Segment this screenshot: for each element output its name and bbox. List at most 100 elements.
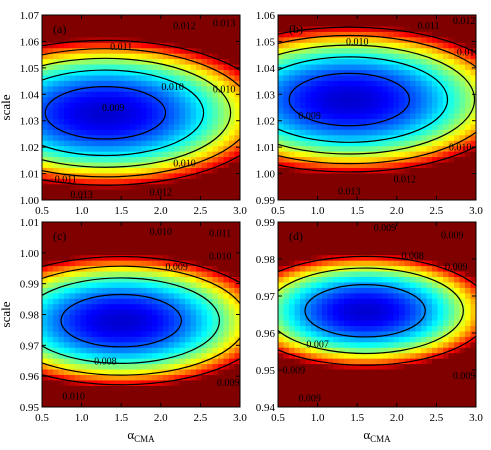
heatmap-cell <box>196 347 203 354</box>
heatmap-cell <box>300 183 307 190</box>
heatmap-cell <box>322 31 329 38</box>
heatmap-cell <box>344 232 351 239</box>
heatmap-cell <box>333 63 340 71</box>
heatmap-cell <box>344 53 351 60</box>
heatmap-cell <box>426 303 433 310</box>
heatmap-cell <box>212 379 219 386</box>
heatmap-cell <box>201 134 208 141</box>
heatmap-cell <box>377 123 384 130</box>
heatmap-cell <box>316 36 323 43</box>
heatmap-cell <box>146 358 153 365</box>
heatmap-cell <box>218 145 225 152</box>
heatmap-cell <box>91 102 98 109</box>
heatmap-cell <box>119 243 126 250</box>
heatmap-cell <box>113 167 120 174</box>
heatmap-cell <box>432 42 439 49</box>
heatmap-cell <box>399 31 406 38</box>
heatmap-cell <box>327 265 334 272</box>
heatmap-cell <box>311 249 318 256</box>
heatmap-cell <box>141 287 148 294</box>
heatmap-cell <box>393 379 400 386</box>
heatmap-cell <box>86 227 93 234</box>
heatmap-cell <box>459 107 466 114</box>
heatmap-cell <box>316 319 323 326</box>
heatmap-cell <box>388 96 395 103</box>
heatmap-cell <box>421 189 428 196</box>
heatmap-cell <box>371 58 378 65</box>
heatmap-cell <box>454 36 461 43</box>
heatmap-cell <box>53 161 60 168</box>
heatmap-cell <box>294 347 301 354</box>
heatmap-cell <box>190 194 197 200</box>
heatmap-cell <box>393 265 400 272</box>
heatmap-cell <box>119 183 126 190</box>
heatmap-cell <box>163 140 170 147</box>
heatmap-cell <box>146 69 153 76</box>
heatmap-cell <box>305 123 312 130</box>
heatmap-cell <box>69 91 76 98</box>
heatmap-cell <box>97 303 104 310</box>
heatmap-cell <box>327 396 334 403</box>
heatmap-cell <box>300 232 307 239</box>
heatmap-cell <box>201 15 208 22</box>
heatmap-cell <box>229 238 236 245</box>
heatmap-cell <box>234 336 240 343</box>
heatmap-cell <box>168 292 175 299</box>
heatmap-cell <box>108 325 115 332</box>
heatmap-cell <box>146 336 153 343</box>
heatmap-cell <box>223 134 230 141</box>
contour-line <box>42 69 205 157</box>
heatmap-cell <box>190 53 197 60</box>
heatmap-cell <box>108 243 115 250</box>
heatmap-cell <box>415 69 422 76</box>
heatmap-cell <box>86 238 93 245</box>
heatmap-cell <box>311 178 318 185</box>
heatmap-cell <box>382 222 389 229</box>
heatmap-cell <box>163 270 170 278</box>
heatmap-cell <box>316 309 323 316</box>
heatmap-cell <box>157 232 164 239</box>
heatmap-cell <box>135 20 142 27</box>
heatmap-cell <box>64 368 71 375</box>
heatmap-cell <box>58 243 65 250</box>
heatmap-cell <box>157 80 164 87</box>
heatmap-cell <box>64 254 71 261</box>
heatmap-cell <box>124 243 131 250</box>
heatmap-cell <box>382 145 389 152</box>
heatmap-cell <box>47 287 54 294</box>
heatmap-cell <box>196 260 203 267</box>
heatmap-cell <box>322 330 329 337</box>
heatmap-cell <box>371 325 378 332</box>
heatmap-cell <box>388 74 395 81</box>
heatmap-cell <box>119 151 126 158</box>
heatmap-cell <box>300 254 307 261</box>
heatmap-cell <box>338 189 345 196</box>
heatmap-cell <box>86 352 93 359</box>
heatmap-cell <box>146 309 153 316</box>
heatmap-cell <box>102 260 109 267</box>
heatmap-cell <box>223 74 230 81</box>
heatmap-cell <box>465 15 472 22</box>
heatmap-cell <box>152 102 159 109</box>
heatmap-cell <box>91 270 98 278</box>
heatmap-cell <box>360 96 367 103</box>
heatmap-cell <box>388 222 395 229</box>
heatmap-cell <box>234 129 240 136</box>
heatmap-cell <box>141 140 148 147</box>
heatmap-cell <box>322 401 329 407</box>
heatmap-cell <box>190 151 197 158</box>
heatmap-cell <box>124 336 131 343</box>
heatmap-cell <box>212 31 219 38</box>
heatmap-cell <box>212 183 219 190</box>
heatmap-cell <box>305 292 312 299</box>
heatmap-cell <box>53 80 60 87</box>
heatmap-cell <box>437 347 444 354</box>
heatmap-cell <box>223 401 230 407</box>
heatmap-cell <box>437 336 444 343</box>
heatmap-cell <box>404 292 411 299</box>
heatmap-cell <box>327 112 334 119</box>
heatmap-cell <box>311 69 318 76</box>
heatmap-cell <box>338 31 345 38</box>
heatmap-cell <box>185 194 192 200</box>
heatmap-cell <box>130 243 137 250</box>
